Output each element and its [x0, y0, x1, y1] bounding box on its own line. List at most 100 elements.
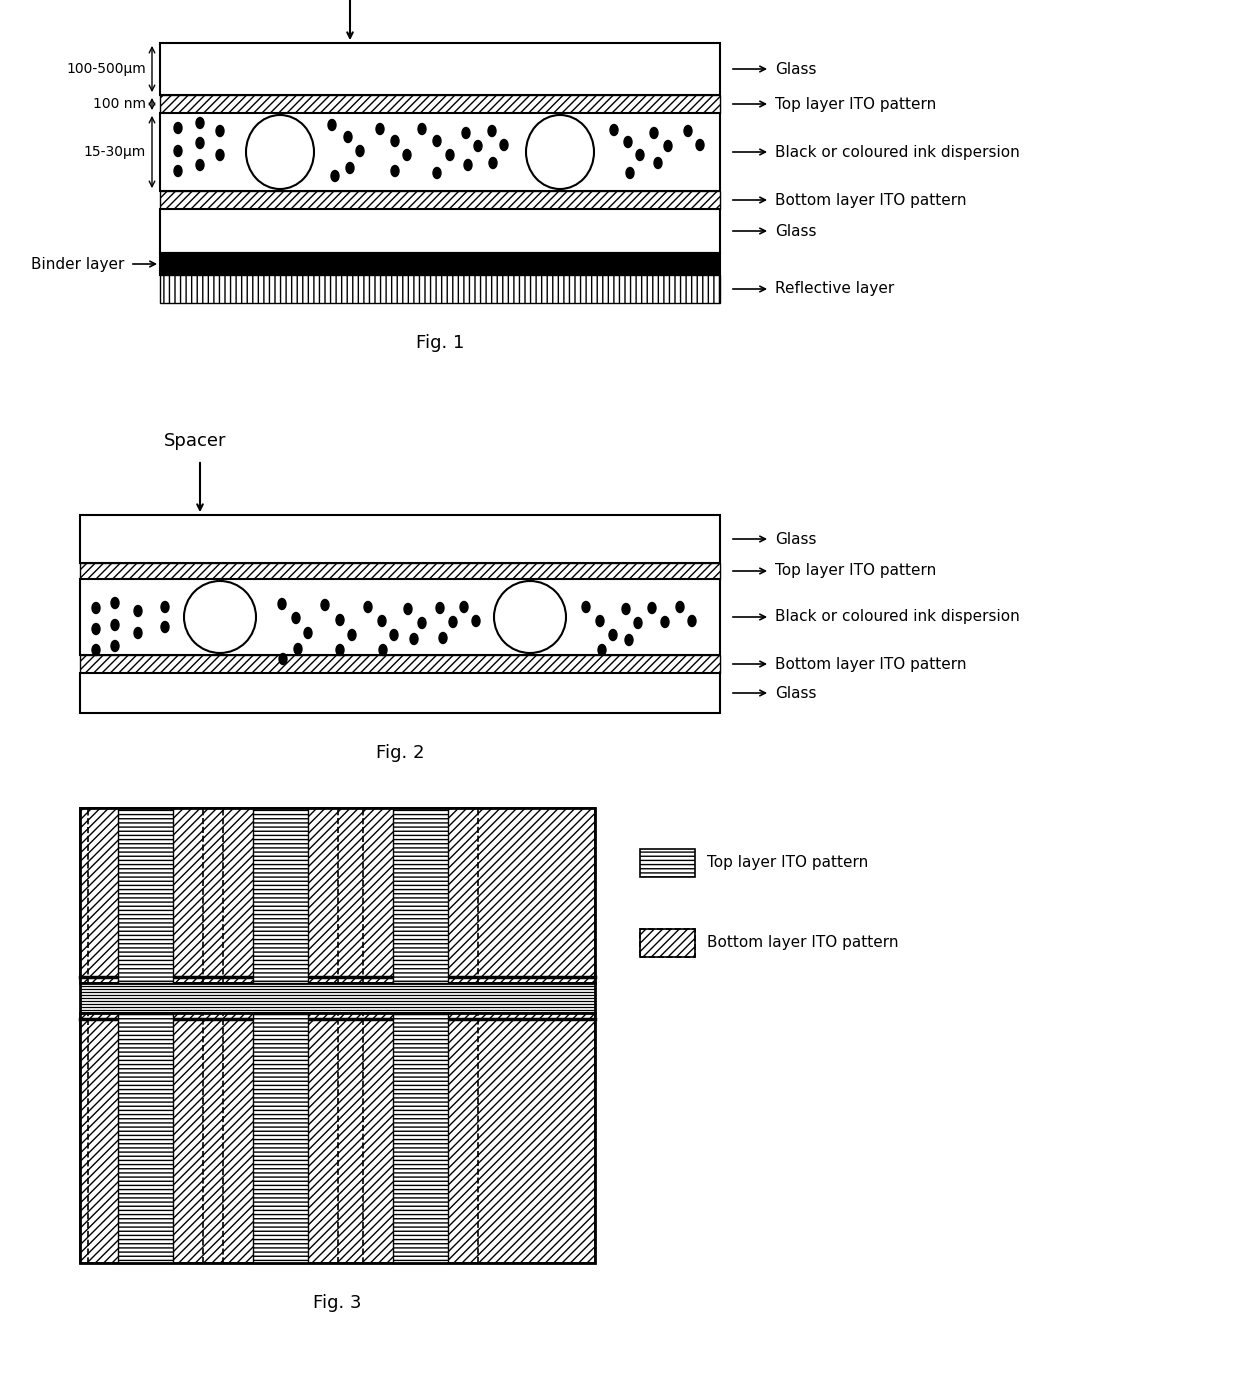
Ellipse shape [598, 644, 606, 656]
Ellipse shape [161, 602, 169, 613]
Ellipse shape [472, 615, 480, 626]
Ellipse shape [463, 127, 470, 138]
Text: Black or coloured ink dispersion: Black or coloured ink dispersion [775, 610, 1019, 625]
Ellipse shape [356, 145, 365, 156]
Bar [253, 808, 308, 983]
Ellipse shape [433, 136, 441, 147]
Ellipse shape [331, 170, 339, 181]
Ellipse shape [474, 141, 482, 152]
Text: Top layer ITO pattern: Top layer ITO pattern [707, 856, 868, 870]
Text: Top layer ITO pattern: Top layer ITO pattern [775, 97, 936, 112]
Ellipse shape [684, 126, 692, 137]
Ellipse shape [403, 149, 410, 160]
Ellipse shape [649, 603, 656, 614]
Ellipse shape [184, 581, 255, 653]
Text: 100-500μm: 100-500μm [66, 62, 146, 76]
Ellipse shape [634, 617, 642, 628]
Ellipse shape [379, 644, 387, 656]
Text: Fig. 3: Fig. 3 [314, 1294, 362, 1312]
Ellipse shape [610, 124, 618, 136]
Ellipse shape [92, 644, 100, 656]
Ellipse shape [494, 581, 565, 653]
Text: 15-30μm: 15-30μm [84, 145, 146, 159]
Ellipse shape [134, 606, 143, 617]
Ellipse shape [92, 624, 100, 635]
Bar [88, 1012, 202, 1263]
Text: Binder layer: Binder layer [31, 256, 124, 271]
Ellipse shape [663, 141, 672, 152]
Ellipse shape [676, 602, 684, 613]
Ellipse shape [321, 599, 329, 610]
Bar [160, 253, 720, 275]
Ellipse shape [596, 615, 604, 626]
Ellipse shape [653, 158, 662, 169]
Bar [81, 1012, 595, 1263]
Text: Fig. 2: Fig. 2 [376, 744, 424, 762]
Bar [81, 674, 720, 714]
Ellipse shape [112, 620, 119, 631]
Ellipse shape [418, 123, 427, 134]
Ellipse shape [436, 603, 444, 614]
Bar [81, 563, 720, 579]
Ellipse shape [489, 158, 497, 169]
Text: Spacer: Spacer [164, 431, 226, 449]
Ellipse shape [278, 599, 286, 610]
Ellipse shape [174, 145, 182, 156]
Bar [118, 808, 172, 983]
Ellipse shape [161, 621, 169, 632]
Bar [640, 929, 694, 957]
Ellipse shape [291, 613, 300, 624]
Ellipse shape [92, 603, 100, 614]
Ellipse shape [346, 162, 353, 173]
Ellipse shape [134, 628, 143, 639]
Ellipse shape [216, 126, 224, 137]
Ellipse shape [216, 149, 224, 160]
Bar [640, 929, 694, 957]
Ellipse shape [365, 602, 372, 613]
Ellipse shape [650, 127, 658, 138]
Text: Bottom layer ITO pattern: Bottom layer ITO pattern [707, 935, 899, 950]
Text: Bottom layer ITO pattern: Bottom layer ITO pattern [775, 192, 966, 207]
Ellipse shape [446, 149, 454, 160]
Bar [253, 1012, 308, 1263]
Ellipse shape [449, 617, 458, 628]
Bar [222, 808, 337, 983]
Ellipse shape [500, 140, 508, 151]
Ellipse shape [336, 614, 343, 625]
Ellipse shape [624, 137, 632, 148]
Ellipse shape [636, 149, 644, 160]
Ellipse shape [460, 602, 467, 613]
Ellipse shape [196, 137, 205, 148]
Bar [362, 808, 477, 983]
Ellipse shape [626, 167, 634, 178]
Ellipse shape [391, 136, 399, 147]
Ellipse shape [196, 159, 205, 170]
Bar [160, 95, 720, 113]
Ellipse shape [304, 628, 312, 639]
Ellipse shape [418, 617, 427, 628]
Bar [118, 1012, 172, 1263]
Text: Black or coloured ink dispersion: Black or coloured ink dispersion [775, 144, 1019, 159]
Bar [393, 808, 448, 983]
Text: Glass: Glass [775, 224, 816, 238]
Ellipse shape [112, 640, 119, 651]
Ellipse shape [464, 159, 472, 170]
Ellipse shape [609, 629, 618, 640]
Ellipse shape [348, 629, 356, 640]
Ellipse shape [376, 123, 384, 134]
Bar [160, 275, 720, 303]
Bar [362, 1012, 477, 1263]
Ellipse shape [625, 635, 632, 646]
Bar [393, 1012, 448, 1263]
Ellipse shape [433, 167, 441, 178]
Ellipse shape [391, 166, 399, 177]
Bar [160, 43, 720, 95]
Text: Glass: Glass [775, 686, 816, 701]
Ellipse shape [112, 597, 119, 609]
Bar [81, 656, 720, 674]
Ellipse shape [489, 126, 496, 137]
Text: Top layer ITO pattern: Top layer ITO pattern [775, 563, 936, 578]
Ellipse shape [246, 115, 314, 189]
Ellipse shape [688, 615, 696, 626]
Bar [81, 808, 595, 1263]
